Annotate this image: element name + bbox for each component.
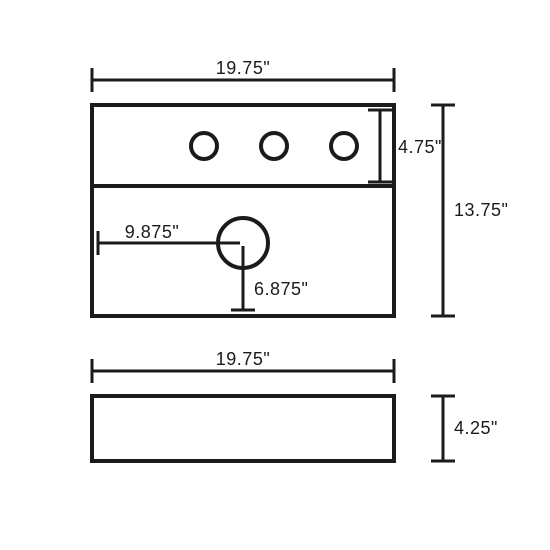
label-overall-height: 13.75" <box>454 200 508 220</box>
dimension-diagram: 19.75" 13.75" 4.75" 9.875" 6.875" 19.75"… <box>0 0 550 550</box>
label-drain-y: 6.875" <box>254 279 308 299</box>
label-faucet-depth: 4.75" <box>398 137 442 157</box>
label-overall-width: 19.75" <box>216 58 270 78</box>
dim-side-height <box>431 396 455 461</box>
side-view-rect <box>92 396 394 461</box>
label-drain-x: 9.875" <box>125 222 179 242</box>
label-side-width: 19.75" <box>216 349 270 369</box>
label-side-height: 4.25" <box>454 418 498 438</box>
